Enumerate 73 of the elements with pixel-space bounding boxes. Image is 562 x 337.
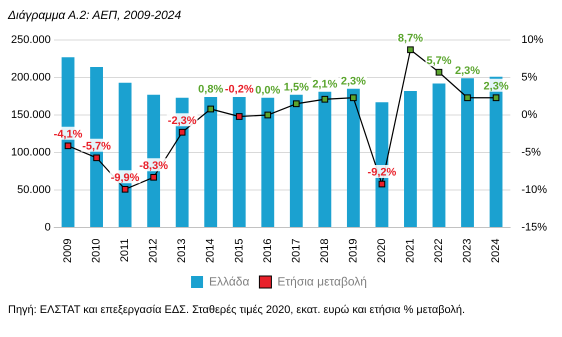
point [492, 94, 500, 102]
bar [404, 91, 417, 228]
data-label: 8,7% [398, 32, 424, 44]
data-label: 1,5% [284, 81, 310, 94]
x-tick-label: 2010 [90, 238, 103, 264]
x-tick-label: 2015 [233, 238, 246, 264]
y-tick-label: 250.000 [10, 34, 51, 46]
x-tick-label: 2016 [262, 238, 274, 264]
data-label: 2,3% [340, 75, 366, 88]
data-label: 0,0% [255, 84, 281, 96]
y2-tick-label: -15% [521, 222, 548, 234]
x-tick-label: 2014 [204, 238, 217, 264]
bar [261, 98, 274, 228]
point [64, 142, 72, 150]
data-label: 2,1% [312, 78, 338, 90]
y-tick-label: 150.000 [10, 109, 51, 122]
data-label: -4,1% [54, 128, 83, 140]
y2-tick-label: -10% [521, 184, 548, 196]
data-label: 5,7% [426, 54, 452, 67]
bar [346, 88, 360, 228]
point [150, 174, 157, 181]
point [292, 100, 300, 108]
point [378, 180, 386, 188]
point [436, 68, 442, 76]
y2-tick-label: 5% [521, 72, 538, 84]
y2-tick-label: -5% [521, 146, 542, 159]
point [93, 154, 100, 162]
bar [318, 92, 332, 228]
x-tick-label: 2013 [176, 238, 188, 264]
bar [204, 97, 218, 228]
x-tick-label: 2023 [462, 238, 474, 264]
data-label: -9,2% [368, 166, 396, 179]
y-tick-label: 200.000 [10, 72, 51, 84]
x-tick-label: 2020 [376, 238, 388, 264]
point [207, 106, 214, 112]
bar [432, 84, 446, 228]
point [178, 128, 186, 136]
x-tick-label: 2012 [148, 238, 160, 264]
x-tick-label: 2017 [290, 238, 302, 264]
x-tick-label: 2011 [119, 238, 132, 262]
x-tick-label: 2019 [347, 238, 360, 264]
bar [461, 78, 474, 228]
y2-tick-label: 0% [521, 109, 538, 122]
data-label: 0,8% [198, 84, 224, 96]
x-tick-label: 2018 [318, 238, 331, 264]
y2-tick-label: 10% [521, 34, 544, 46]
bar [290, 94, 303, 228]
x-tick-label: 2024 [490, 238, 502, 264]
data-label: -9,9% [110, 172, 140, 184]
point [350, 94, 357, 102]
data-label: -8,3% [139, 160, 168, 172]
bar [232, 97, 246, 228]
point [122, 186, 128, 193]
text: Πηγή: ΕΛΣΤΑΤ και επεξεργασία ΕΔΣ. Σταθερές τιμές 2020, εκατ. ευρώ και ετήσια % μεταβολή. [8, 304, 466, 316]
y-tick-label: 0 [44, 222, 51, 234]
legend-label: Ελλάδα [209, 274, 250, 288]
point [407, 46, 414, 54]
point [236, 113, 243, 120]
legend-label: Ετήσια μεταβολή [277, 274, 367, 288]
chart-title: Διάγραμμα Α.2: ΑΕΠ, 2009-2024 [8, 8, 182, 22]
data-label: 2,3% [484, 80, 509, 92]
y-tick-label: 100.000 [10, 146, 51, 159]
point [322, 96, 328, 103]
x-tick-label: 2009 [62, 238, 74, 264]
data-label: 2,3% [454, 64, 480, 77]
data-label: -2,3% [168, 114, 197, 127]
x-tick-label: 2022 [433, 238, 446, 264]
data-label: -0,2% [224, 84, 254, 96]
y-tick-label: 50.000 [17, 184, 51, 196]
x-tick-label: 2021 [404, 238, 416, 264]
point [464, 94, 471, 102]
point [264, 112, 272, 118]
data-label: -5,7% [82, 140, 112, 152]
